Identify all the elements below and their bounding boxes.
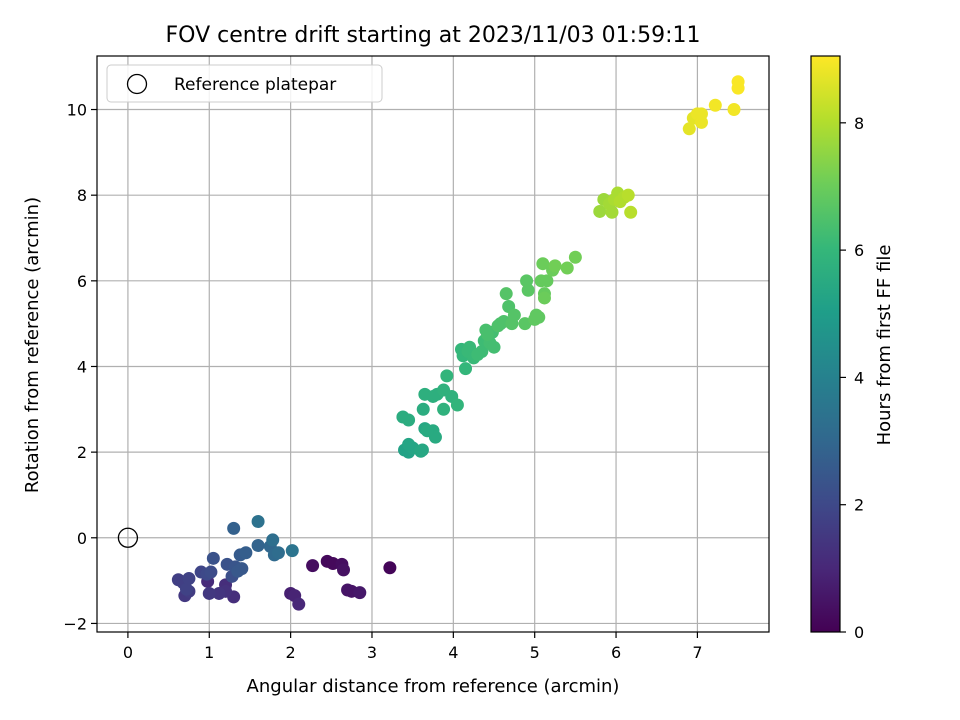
data-point	[529, 308, 543, 322]
data-point	[204, 565, 218, 579]
data-point	[251, 538, 265, 552]
data-point	[271, 546, 285, 560]
data-point	[593, 204, 607, 218]
data-point	[353, 586, 367, 600]
colorbar-gradient	[810, 55, 841, 633]
data-point	[251, 515, 265, 529]
data-point	[537, 291, 551, 305]
x-tick-label: 5	[530, 643, 540, 662]
data-point	[621, 188, 635, 202]
data-point	[568, 250, 582, 264]
plot-frame	[96, 55, 770, 633]
y-tick-label: 10	[67, 101, 87, 120]
x-tick-label: 1	[204, 643, 214, 662]
data-point	[416, 402, 430, 416]
data-point	[440, 369, 454, 383]
colorbar-tick-label: 8	[854, 114, 864, 133]
legend: Reference platepar	[106, 64, 383, 103]
x-axis-label: Angular distance from reference (arcmin)	[247, 676, 620, 697]
x-tick-label: 0	[123, 643, 133, 662]
x-tick-label: 7	[692, 643, 702, 662]
data-point	[292, 597, 306, 611]
data-point	[727, 103, 741, 117]
data-point	[202, 586, 216, 600]
y-tick-label: 0	[77, 529, 87, 548]
data-point	[518, 317, 532, 331]
data-point	[383, 561, 397, 575]
data-point	[487, 340, 501, 354]
data-point	[507, 308, 521, 322]
data-point	[227, 521, 241, 535]
data-point	[520, 274, 534, 288]
colorbar-label: Hours from first FF file	[874, 245, 895, 446]
data-point	[682, 122, 696, 136]
data-point	[415, 443, 429, 457]
data-point	[337, 563, 351, 577]
reference-platepar-marker	[117, 527, 139, 548]
y-axis-label: Rotation from reference (arcmin)	[22, 197, 43, 493]
axes: 0 1 2 3 4 5 6 7 −2 0 2 4 6 8 10	[63, 55, 770, 662]
data-point	[624, 205, 638, 219]
data-point	[212, 586, 226, 600]
colorbar-tick-label: 0	[854, 623, 864, 642]
data-point	[266, 533, 280, 547]
data-point	[471, 347, 485, 361]
data-point	[708, 98, 722, 112]
data-point	[437, 402, 451, 416]
data-point	[731, 75, 745, 89]
y-tick-label: 2	[77, 443, 87, 462]
data-point	[481, 327, 495, 341]
legend-marker	[126, 73, 148, 95]
data-point	[420, 424, 434, 438]
x-tick-label: 3	[367, 643, 377, 662]
data-point	[182, 571, 196, 585]
chart-title: FOV centre drift starting at 2023/11/03 …	[166, 23, 701, 48]
data-point	[540, 274, 554, 288]
x-tick-label: 6	[611, 643, 621, 662]
data-points	[117, 75, 745, 611]
y-tick-label: 4	[77, 357, 87, 376]
data-point	[548, 259, 562, 273]
data-point	[402, 413, 416, 427]
y-tick-label: 8	[77, 186, 87, 205]
data-point	[605, 205, 619, 219]
data-point	[239, 546, 253, 560]
data-point	[235, 562, 249, 576]
grid-lines	[97, 56, 769, 632]
data-point	[459, 362, 473, 376]
data-point	[499, 287, 513, 301]
data-point	[694, 107, 708, 121]
data-point	[206, 551, 220, 565]
legend-box	[106, 64, 383, 103]
y-tick-label: −2	[63, 614, 87, 633]
data-point	[179, 582, 193, 596]
x-tick-label: 2	[286, 643, 296, 662]
y-tick-label: 6	[77, 272, 87, 291]
x-tick-label: 4	[448, 643, 458, 662]
data-point	[560, 261, 574, 275]
data-point	[536, 257, 550, 271]
colorbar-tick-label: 6	[854, 241, 864, 260]
data-point	[450, 398, 464, 412]
colorbar-tick-label: 2	[854, 496, 864, 515]
colorbar-tick-label: 4	[854, 368, 864, 387]
data-point	[402, 437, 416, 451]
legend-entry-label: Reference platepar	[174, 75, 336, 95]
data-point	[306, 559, 320, 573]
colorbar: 0 2 4 6 8	[810, 55, 864, 642]
data-point	[285, 544, 299, 558]
